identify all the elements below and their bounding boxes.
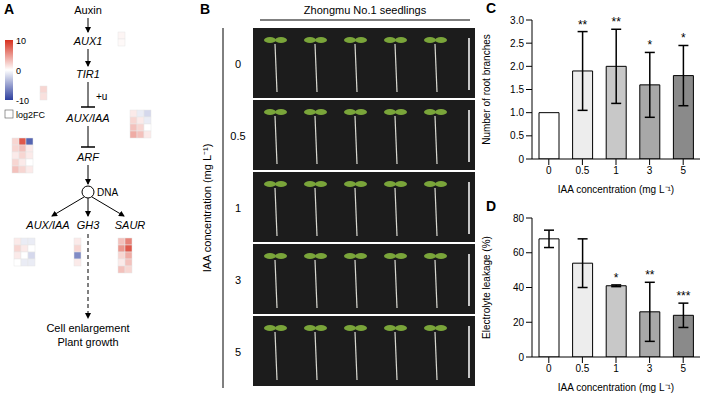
svg-text:0.5: 0.5 <box>230 130 245 142</box>
svg-text:IAA concentration (mg L⁻¹): IAA concentration (mg L⁻¹) <box>558 382 674 393</box>
svg-text:1: 1 <box>613 165 619 176</box>
svg-text:-10: -10 <box>16 96 29 106</box>
svg-text:AUX/IAA: AUX/IAA <box>25 219 69 231</box>
svg-text:0: 0 <box>546 165 552 176</box>
svg-text:IAA concentration (mg L⁻¹): IAA concentration (mg L⁻¹) <box>201 144 213 273</box>
svg-text:1: 1 <box>613 363 619 374</box>
svg-text:Auxin: Auxin <box>74 4 102 16</box>
svg-text:ARF: ARF <box>76 151 100 163</box>
html-text:C: C <box>486 0 497 16</box>
svg-text:**: ** <box>645 268 655 282</box>
svg-text:GH3: GH3 <box>77 219 101 231</box>
svg-text:5: 5 <box>680 165 686 176</box>
svg-text:2.0: 2.0 <box>510 61 524 72</box>
svg-text:***: *** <box>676 289 690 303</box>
svg-text:Cell enlargement: Cell enlargement <box>46 322 129 334</box>
svg-text:60: 60 <box>513 247 525 258</box>
svg-text:40: 40 <box>513 282 525 293</box>
svg-text:Number of root branches: Number of root branches <box>481 34 492 145</box>
svg-text:Zhongmu No.1 seedlings: Zhongmu No.1 seedlings <box>304 4 427 16</box>
svg-text:1: 1 <box>235 202 241 214</box>
svg-text:5: 5 <box>235 346 241 358</box>
svg-text:0.5: 0.5 <box>510 130 524 141</box>
svg-text:DNA: DNA <box>97 187 118 198</box>
svg-text:+u: +u <box>96 91 107 102</box>
svg-text:3: 3 <box>647 363 653 374</box>
svg-text:3.0: 3.0 <box>510 15 524 26</box>
svg-text:5: 5 <box>680 363 686 374</box>
svg-text:0.5: 0.5 <box>575 363 589 374</box>
svg-text:IAA concentration (mg L⁻¹): IAA concentration (mg L⁻¹) <box>558 184 674 195</box>
html-text:D: D <box>486 198 497 214</box>
svg-text:10: 10 <box>16 36 26 46</box>
svg-text:AUX1: AUX1 <box>73 35 103 47</box>
svg-text:1.5: 1.5 <box>510 84 524 95</box>
svg-text:*: * <box>614 271 619 285</box>
svg-text:0: 0 <box>235 58 241 70</box>
svg-text:**: ** <box>612 15 622 29</box>
svg-text:20: 20 <box>513 317 525 328</box>
svg-text:**: ** <box>578 18 588 32</box>
svg-text:0: 0 <box>546 363 552 374</box>
svg-text:TIR1: TIR1 <box>76 68 100 80</box>
svg-text:0: 0 <box>518 352 524 363</box>
svg-text:AUX/IAA: AUX/IAA <box>65 112 109 124</box>
svg-text:*: * <box>647 38 652 52</box>
svg-text:*: * <box>681 31 686 45</box>
svg-text:80: 80 <box>513 213 525 224</box>
svg-text:log2FC: log2FC <box>16 110 46 120</box>
svg-text:0.5: 0.5 <box>575 165 589 176</box>
svg-text:0: 0 <box>518 154 524 165</box>
svg-text:SAUR: SAUR <box>115 219 146 231</box>
svg-text:A: A <box>4 1 14 17</box>
svg-text:3: 3 <box>235 274 241 286</box>
svg-text:2.5: 2.5 <box>510 38 524 49</box>
svg-text:B: B <box>200 1 210 17</box>
svg-text:3: 3 <box>647 165 653 176</box>
svg-text:Electrolyte leakage (%): Electrolyte leakage (%) <box>481 236 492 339</box>
svg-text:Plant growth: Plant growth <box>57 336 118 348</box>
svg-text:0: 0 <box>16 66 21 76</box>
svg-text:1.0: 1.0 <box>510 107 524 118</box>
